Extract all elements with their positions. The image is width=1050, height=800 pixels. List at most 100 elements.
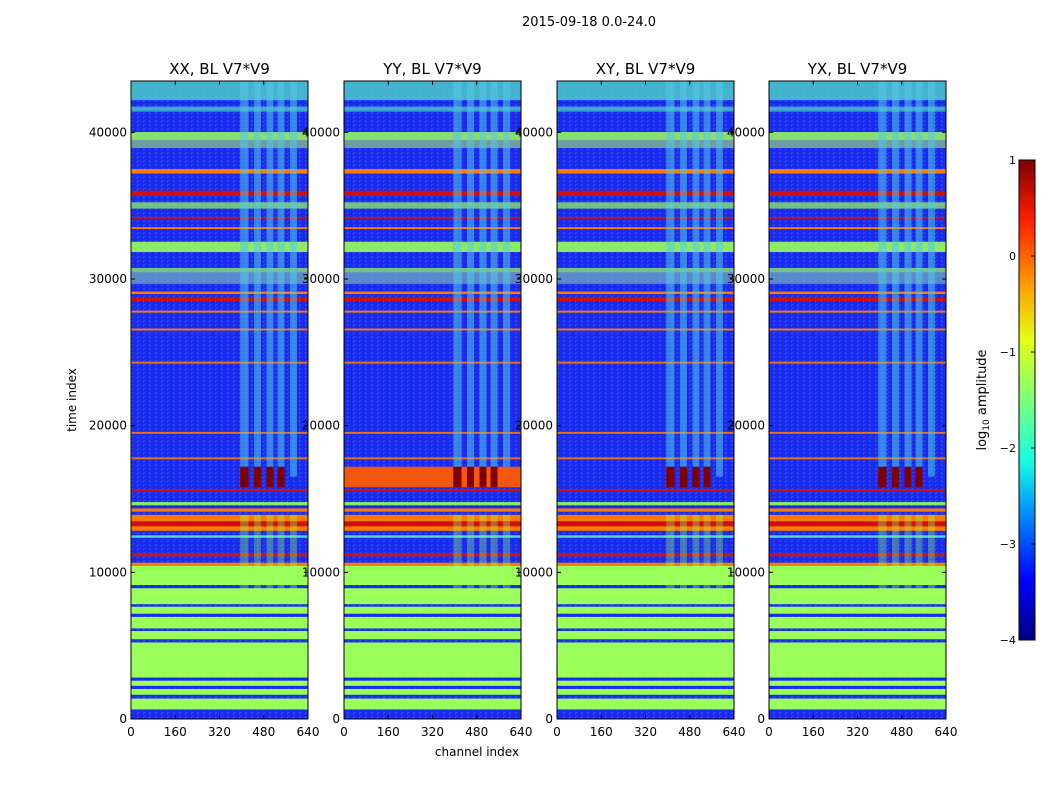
heatmap-band <box>131 140 308 148</box>
y-tick-label: 0 <box>332 712 340 726</box>
heatmap-rfi-column <box>490 514 498 598</box>
y-tick-label: 30000 <box>515 272 553 286</box>
heatmap-band <box>131 272 308 284</box>
heatmap-band <box>344 297 521 302</box>
heatmap-rfi-column <box>892 514 899 598</box>
heatmap-rfi-column <box>254 514 261 598</box>
y-tick-label: 40000 <box>302 125 340 139</box>
heatmap-hot-spot <box>666 466 675 488</box>
heatmap-band <box>344 227 521 230</box>
heatmap-band <box>557 606 734 614</box>
heatmap-band <box>769 562 946 566</box>
colorbar: 1 0 −1 −2 −3 −4 log10 amplitude <box>975 154 1036 647</box>
heatmap-band <box>769 606 946 614</box>
heatmap-rfi-column <box>290 81 297 477</box>
heatmap-hot-spot <box>240 466 249 488</box>
heatmap-band <box>557 81 734 101</box>
heatmap-band <box>344 267 521 273</box>
x-tick-label: 480 <box>252 725 275 739</box>
panel-title: XX, BL V7*V9 <box>169 60 270 78</box>
heatmap-rfi-column <box>503 81 510 477</box>
heatmap-rfi-column <box>503 514 510 598</box>
heatmap-rfi-column <box>904 514 912 598</box>
heatmap-band <box>557 521 734 527</box>
y-tick-label: 30000 <box>89 272 127 286</box>
heatmap-band <box>557 291 734 295</box>
heatmap-band <box>344 310 521 313</box>
heatmap-band <box>131 565 308 586</box>
heatmap-hot-spot <box>892 466 899 488</box>
heatmap-band <box>131 457 308 460</box>
heatmap-rfi-column <box>703 514 711 598</box>
x-tick-label: 0 <box>553 725 561 739</box>
heatmap-band <box>769 328 946 331</box>
heatmap-band <box>557 630 734 640</box>
heatmap-band <box>131 106 308 112</box>
x-tick-label: 480 <box>465 725 488 739</box>
x-tick-label: 0 <box>127 725 135 739</box>
colorbar-ticks: 1 0 −1 −2 −3 −4 <box>1000 154 1035 647</box>
heatmap-band <box>557 535 734 538</box>
heatmap-rfi-column <box>692 514 700 598</box>
heatmap-band <box>131 616 308 629</box>
heatmap-band <box>557 689 734 695</box>
panels: XX, BL V7*V9 0 160 320 480 640 0 10000 20000 3000… <box>65 60 957 759</box>
heatmap-band <box>344 502 521 506</box>
heatmap-band <box>344 565 521 586</box>
heatmap-hot-band <box>344 466 521 488</box>
x-tick-label: 0 <box>340 725 348 739</box>
heatmap-hot-spot <box>904 466 912 488</box>
y-tick-label: 30000 <box>302 272 340 286</box>
heatmap-hot-spot <box>254 466 261 488</box>
panel-title: YX, BL V7*V9 <box>807 60 908 78</box>
heatmap-band <box>131 630 308 640</box>
x-tick-label: 160 <box>164 725 187 739</box>
heatmap-band <box>769 489 946 492</box>
heatmap-hot-spot <box>878 466 887 488</box>
x-tick-label: 320 <box>634 725 657 739</box>
heatmap-band <box>557 190 734 196</box>
heatmap-band <box>131 489 308 492</box>
figure-title: 2015-09-18 0.0-24.0 <box>522 15 656 30</box>
y-tick-label: 0 <box>119 712 127 726</box>
heatmap-band <box>344 606 521 614</box>
x-tick-label: 640 <box>723 725 746 739</box>
heatmap-band <box>344 190 521 196</box>
heatmap-band <box>344 562 521 566</box>
heatmap-rfi-column <box>692 81 700 477</box>
heatmap-rfi-column <box>277 514 285 598</box>
panel-2: XY, BL V7*V9 0 160 320 480 640 0 10000 20000 3000… <box>515 60 746 739</box>
heatmap-band <box>769 81 946 101</box>
y-tick-label: 10000 <box>515 565 553 579</box>
heatmap-band <box>557 553 734 557</box>
heatmap-band <box>344 361 521 364</box>
heatmap-rfi-column <box>277 81 285 477</box>
y-axis-label: time index <box>65 368 79 432</box>
heatmap-band <box>131 291 308 295</box>
heatmap-band <box>131 132 308 141</box>
heatmap-hot-spot <box>453 466 462 488</box>
heatmap-band <box>557 457 734 460</box>
heatmap-band <box>557 431 734 434</box>
y-tick-label: 10000 <box>302 565 340 579</box>
heatmap-hot-spot <box>692 466 700 488</box>
heatmap-band <box>344 689 521 695</box>
heatmap-band <box>131 431 308 434</box>
heatmap-band <box>769 565 946 586</box>
colorbar-bar <box>1018 159 1036 641</box>
y-tick-label: 40000 <box>727 125 765 139</box>
heatmap-rfi-column <box>878 514 887 598</box>
y-tick-label: 10000 <box>89 565 127 579</box>
heatmap-band <box>131 216 308 219</box>
heatmap-band <box>769 227 946 230</box>
x-tick-label: 480 <box>890 725 913 739</box>
heatmap-band <box>557 169 734 174</box>
heatmap-band <box>344 291 521 295</box>
y-tick-label: 30000 <box>727 272 765 286</box>
heatmap-band <box>344 521 521 527</box>
heatmap-band <box>769 267 946 273</box>
heatmap-hot-spot <box>479 466 487 488</box>
heatmap-band <box>769 361 946 364</box>
heatmap-band <box>557 508 734 512</box>
heatmap-band <box>131 169 308 174</box>
